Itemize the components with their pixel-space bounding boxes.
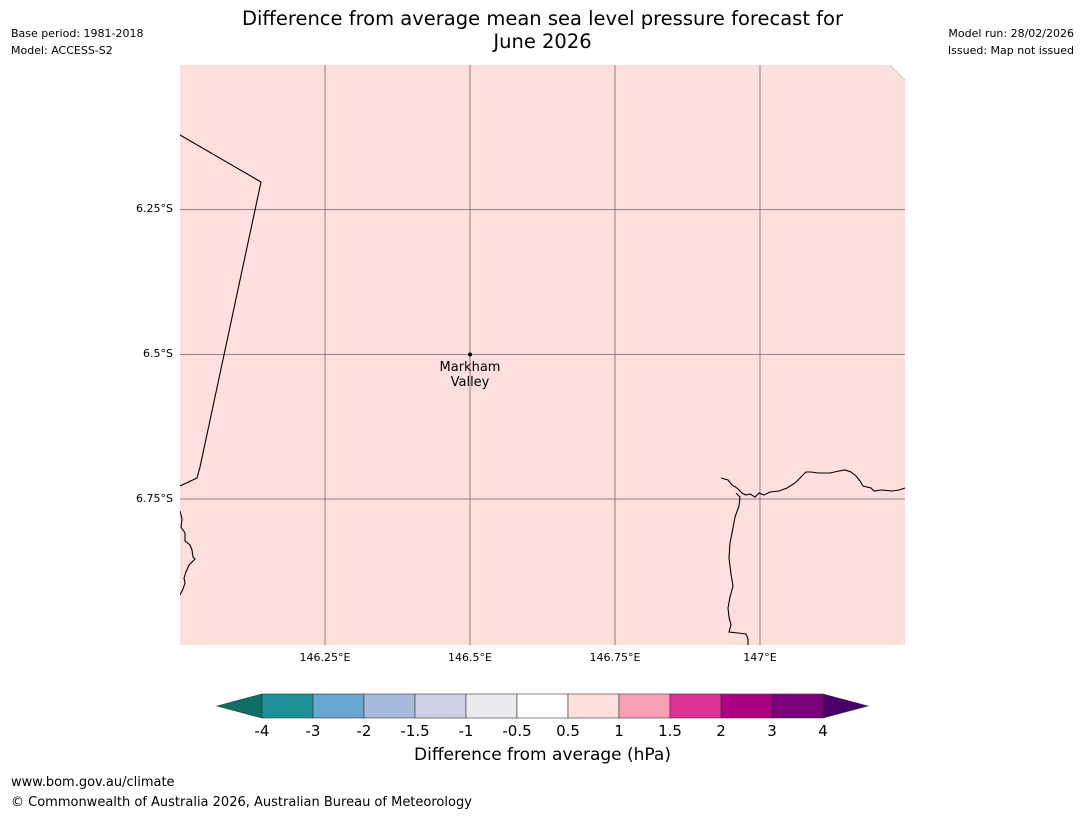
pressure-anomaly-field <box>180 65 905 645</box>
issued-status: Issued: Map not issued <box>947 44 1074 57</box>
colorbar-tick-label: 4 <box>818 722 828 740</box>
footer-copyright: © Commonwealth of Australia 2026, Austra… <box>11 795 472 810</box>
colorbar-extend-low <box>215 693 263 719</box>
graticule <box>180 65 905 645</box>
border-line <box>180 134 262 487</box>
colorbar-tick-label: 0.5 <box>556 722 580 740</box>
lon-label-147: 147°E <box>743 651 777 664</box>
colorbar-tick-label: -3 <box>305 722 321 740</box>
lat-label-6-5: 6.5°S <box>143 347 173 360</box>
colorbar-extend-high <box>822 693 870 719</box>
colorbar-tick-label: 1 <box>614 722 624 740</box>
map-title-line2: June 2026 <box>493 30 592 53</box>
colorbar-tick-label: 1.5 <box>658 722 682 740</box>
colorbar <box>215 693 870 719</box>
colorbar-segment <box>618 693 671 719</box>
colorbar-segments <box>215 693 870 719</box>
colorbar-segment <box>465 693 518 719</box>
header-meta-right: Model run: 28/02/2026 Issued: Map not is… <box>948 25 1074 59</box>
colorbar-segment <box>312 693 365 719</box>
lon-label-146-25: 146.25°E <box>299 651 351 664</box>
header-meta-left: Base period: 1981-2018 Model: ACCESS-S2 <box>11 25 143 59</box>
colorbar-tick-label: -1 <box>458 722 474 740</box>
place-marker[interactable] <box>468 352 472 357</box>
coastline-east <box>720 469 905 498</box>
colorbar-segment <box>720 693 773 719</box>
lat-label-6-75: 6.75°S <box>136 492 173 505</box>
colorbar-segment <box>363 693 416 719</box>
footer-url[interactable]: www.bom.gov.au/climate <box>11 775 175 790</box>
colorbar-segment <box>567 693 620 719</box>
place-name-line2: Valley <box>450 375 490 390</box>
map-title: Difference from average mean sea level p… <box>200 7 885 53</box>
colorbar-segment <box>414 693 467 719</box>
colorbar-tick-label: 2 <box>716 722 726 740</box>
map-corner-edge <box>889 65 905 81</box>
base-period: Base period: 1981-2018 <box>11 27 144 40</box>
colorbar-tick-label: -4 <box>254 722 270 740</box>
colorbar-tick-label: -1.5 <box>400 722 430 740</box>
lon-label-146-75: 146.75°E <box>589 651 641 664</box>
place-label: Markham Valley <box>410 360 530 390</box>
colorbar-segment <box>261 693 314 719</box>
coastline-inlet <box>727 492 749 645</box>
colorbar-label: Difference from average (hPa) <box>414 745 671 765</box>
map-panel[interactable] <box>180 65 905 645</box>
map-title-line1: Difference from average mean sea level p… <box>242 7 843 30</box>
colorbar-segment <box>771 693 824 719</box>
colorbar-tick-label: -0.5 <box>502 722 532 740</box>
lon-label-146-5: 146.5°E <box>448 651 492 664</box>
colorbar-tick-label: -2 <box>356 722 372 740</box>
map-canvas <box>180 65 905 645</box>
colorbar-segment <box>669 693 722 719</box>
place-name-line1: Markham <box>439 360 501 375</box>
model-run: Model run: 28/02/2026 <box>948 27 1074 40</box>
coastline-west <box>180 510 196 596</box>
lat-label-6-25: 6.25°S <box>136 202 173 215</box>
colorbar-segment <box>516 693 569 719</box>
colorbar-tick-label: 3 <box>767 722 777 740</box>
model-name: Model: ACCESS-S2 <box>11 44 113 57</box>
